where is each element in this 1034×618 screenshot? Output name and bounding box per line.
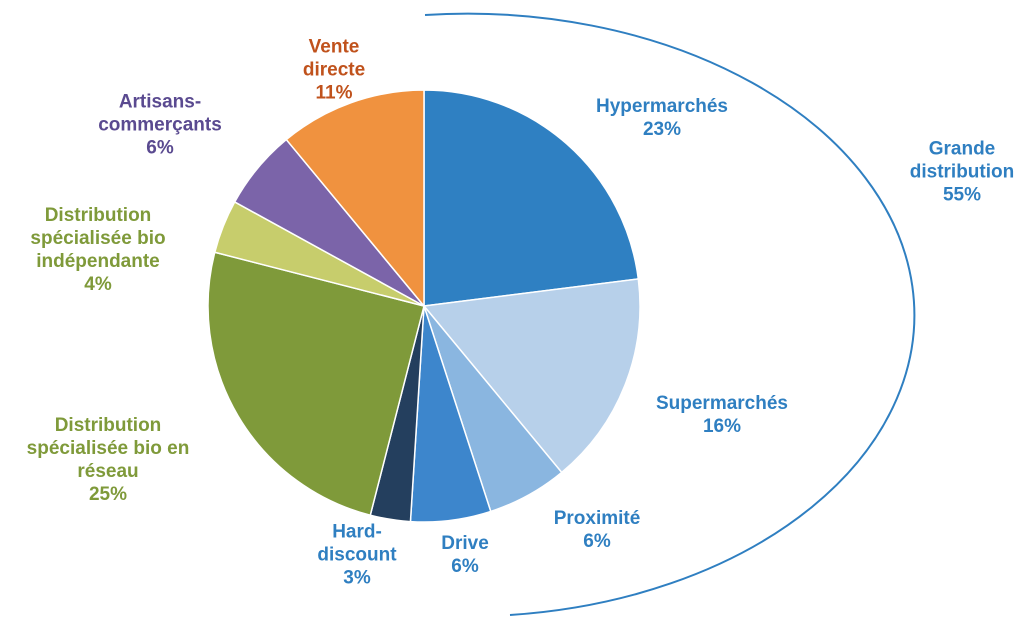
- value-label: 3%: [343, 567, 371, 589]
- pie-slice: [422, 278, 641, 474]
- value-label: 4%: [84, 274, 112, 295]
- value-label: 11%: [315, 82, 353, 104]
- value-label: 6%: [583, 531, 611, 552]
- annotation-text: Grande distribution: [909, 138, 1015, 183]
- category-label: Hard-discount: [317, 521, 397, 566]
- pie-slice: [207, 251, 425, 517]
- slice-label: Hypermarchés 23%: [562, 95, 762, 141]
- annotation-value: 55%: [942, 184, 982, 206]
- group-bracket: [424, 12, 916, 616]
- pie-slice: [423, 89, 640, 307]
- slice-label: Supermarchés 16%: [622, 392, 822, 438]
- slice-label: Hard-discount 3%: [307, 521, 407, 590]
- slice-label: Drive 6%: [405, 532, 525, 578]
- value-label: 23%: [642, 119, 682, 140]
- value-label: 25%: [88, 484, 128, 505]
- value-label: 6%: [451, 556, 479, 577]
- category-label: Supermarchés: [655, 393, 788, 414]
- value-label: 16%: [702, 416, 742, 437]
- annotation: Grande distribution 55%: [897, 138, 1027, 207]
- slice-label: Proximité 6%: [497, 507, 697, 553]
- category-label: Drive: [441, 533, 489, 554]
- category-label: Proximité: [553, 508, 641, 529]
- value-label: 6%: [146, 137, 174, 159]
- category-label: Distribution spécialisée bio en réseau: [26, 415, 190, 482]
- slice-label: Distribution spécialisée bio en réseau 25…: [8, 414, 208, 506]
- category-label: Artisans-commerçants: [98, 91, 222, 136]
- category-label: Hypermarchés: [595, 96, 729, 117]
- pie-slice: [285, 89, 425, 309]
- slice-label: Vente directe 11%: [284, 36, 384, 105]
- category-label: Vente directe: [302, 36, 366, 81]
- slice-label: Distribution spécialisée bio indépendant…: [0, 204, 198, 296]
- category-label: Distribution spécialisée bio indépendant…: [30, 205, 166, 272]
- slice-label: Artisans-commerçants 6%: [85, 91, 235, 160]
